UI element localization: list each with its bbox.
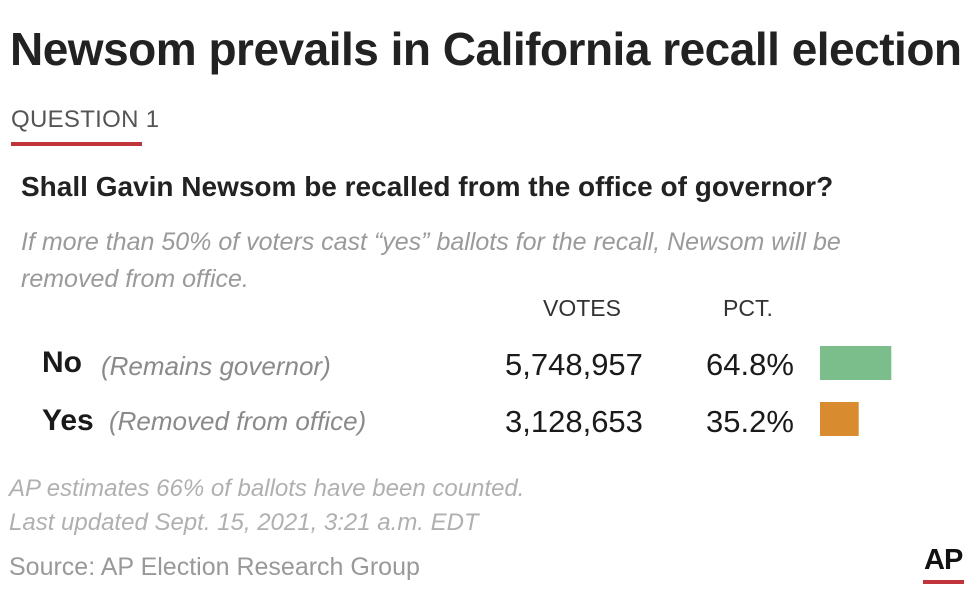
kicker-rule [11,142,142,146]
counted-footnote: AP estimates 66% of ballots have been co… [9,475,525,502]
result-bar-yes [820,402,859,436]
choice-no-note: (Remains governor) [101,351,331,381]
question-explainer: If more than 50% of voters cast “yes” ba… [21,228,841,293]
votes-column-header: VOTES [543,295,621,321]
ap-logo-rule [923,580,964,584]
headline: Newsom prevails in California recall ele… [10,23,962,75]
question-kicker: QUESTION 1 [11,106,160,133]
choice-yes-note: (Removed from office) [109,406,367,436]
source-credit: Source: AP Election Research Group [9,553,420,581]
ap-logo: AP [924,544,963,576]
result-bar-chart [820,346,892,436]
choice-yes-label: Yes [42,404,94,437]
result-bar-no [820,346,892,380]
choice-yes-votes: 3,128,653 [505,404,643,439]
choice-no-votes: 5,748,957 [505,347,643,382]
pct-column-header: PCT. [723,295,773,321]
choice-no-label: No [42,346,82,379]
question-text: Shall Gavin Newsom be recalled from the … [21,171,834,202]
choice-yes-pct: 35.2% [706,404,794,439]
choice-no-pct: 64.8% [706,347,794,382]
updated-footnote: Last updated Sept. 15, 2021, 3:21 a.m. E… [9,509,479,536]
